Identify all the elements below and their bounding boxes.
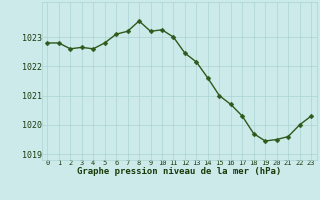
X-axis label: Graphe pression niveau de la mer (hPa): Graphe pression niveau de la mer (hPa) — [77, 167, 281, 176]
